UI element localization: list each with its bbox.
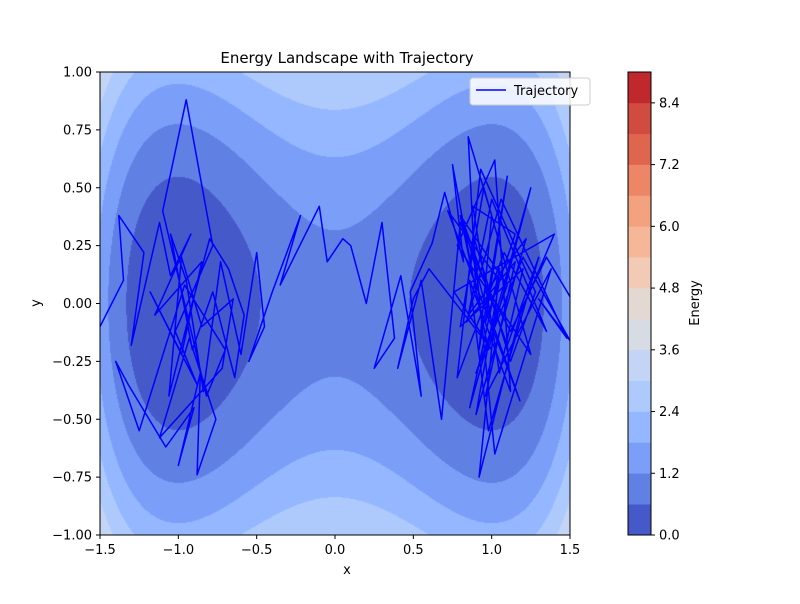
y-tick-label: 1.00: [63, 66, 92, 81]
chart-title: Energy Landscape with Trajectory: [220, 49, 473, 67]
colorbar-band: [628, 288, 651, 320]
colorbar-tick-label: 2.4: [659, 405, 680, 420]
colorbar-tick-label: 3.6: [659, 343, 680, 358]
colorbar-tick-label: 7.2: [659, 158, 680, 173]
y-tick-label: 0.50: [63, 181, 92, 196]
colorbar-tick-label: 6.0: [659, 220, 680, 235]
colorbar-band: [628, 133, 651, 165]
colorbar-frame: [627, 71, 652, 536]
trajectory-series-line: [100, 99, 570, 478]
y-tick-label: −0.75: [52, 471, 92, 486]
colorbar-band: [628, 411, 651, 443]
colorbar-tick-label: 1.2: [659, 467, 680, 482]
colorbar: 0.0 1.2 2.4 3.6 4.8 6.0 7.2 8.4 Energy: [627, 71, 703, 544]
y-tick-label: −0.25: [52, 355, 92, 370]
x-tick-label: 1.5: [560, 543, 581, 558]
legend: Trajectory: [469, 77, 591, 106]
legend-box: [469, 77, 591, 106]
colorbar-band: [628, 442, 651, 474]
x-tick-label: 1.0: [481, 543, 502, 558]
y-tick-label: 0.25: [63, 239, 92, 254]
colorbar-band: [628, 195, 651, 227]
x-axis-ticks: −1.5 −1.0 −0.5 0.0 0.5 1.0 1.5: [84, 535, 580, 558]
colorbar-band: [628, 380, 651, 412]
x-tick-label: −1.5: [84, 543, 116, 558]
legend-label-trajectory: Trajectory: [513, 84, 578, 99]
y-tick-label: −0.50: [52, 413, 92, 428]
y-tick-label: −1.00: [52, 529, 92, 544]
colorbar-ticks: 0.0 1.2 2.4 3.6 4.8 6.0 7.2 8.4: [651, 96, 680, 544]
colorbar-band: [628, 349, 651, 381]
colorbar-band: [628, 504, 651, 536]
colorbar-band: [628, 318, 651, 351]
x-tick-label: 0.0: [325, 543, 346, 558]
colorbar-band: [628, 257, 651, 289]
x-tick-label: −0.5: [241, 543, 273, 558]
colorbar-band: [628, 226, 651, 258]
colorbar-tick-label: 4.8: [659, 282, 680, 297]
y-axis-ticks: −1.00 −0.75 −0.50 −0.25 0.00 0.25 0.50 0.75 1.00: [52, 66, 100, 544]
colorbar-tick-label: 0.0: [659, 529, 680, 544]
colorbar-label: Energy: [688, 280, 703, 326]
colorbar-band: [628, 164, 651, 196]
x-tick-label: 0.5: [403, 543, 424, 558]
colorbar-band: [628, 102, 651, 135]
x-tick-label: −1.0: [163, 543, 195, 558]
colorbar-tick-label: 8.4: [659, 96, 680, 111]
y-tick-label: 0.00: [63, 297, 92, 312]
energy-contour-fill: [100, 72, 570, 535]
colorbar-band: [628, 473, 651, 505]
colorbar-bands: [628, 72, 651, 536]
y-axis-label: y: [29, 299, 44, 307]
colorbar-band: [628, 72, 651, 104]
plot-area: [99, 71, 571, 536]
x-axis-label: x: [343, 563, 351, 578]
trajectory-layer: [100, 99, 570, 478]
y-tick-label: 0.75: [63, 123, 92, 138]
